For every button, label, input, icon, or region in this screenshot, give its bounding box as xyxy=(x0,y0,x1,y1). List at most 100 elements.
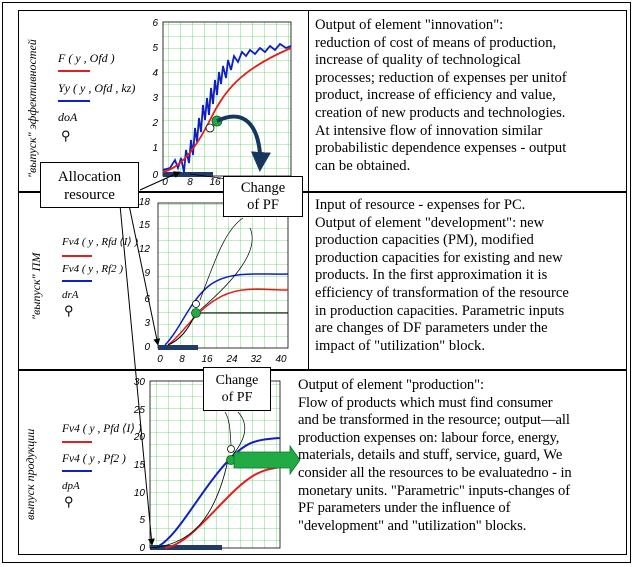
y-tick: 6 xyxy=(152,18,158,29)
chart-development-plot-area xyxy=(157,202,289,349)
y-tick: 20 xyxy=(133,432,146,443)
chart-development-xticks: 0 8 16 24 32 40 xyxy=(157,354,287,365)
change-box-1-line2: of PF xyxy=(247,197,279,213)
legend-label: Fv4 ( y , Pf2 ) xyxy=(61,453,126,465)
desc-line: and be transformed in the resource; outp… xyxy=(298,412,570,429)
connector-line xyxy=(199,227,253,311)
legend-label: dpA xyxy=(62,480,80,492)
chart-development-marker-open xyxy=(192,300,200,308)
description-development-frame xyxy=(308,192,627,370)
allocation-arrow-1 xyxy=(139,171,181,191)
allocation-arrows xyxy=(119,171,236,546)
desc-line: Output of element "development": new xyxy=(315,214,545,231)
y-tick: 6 xyxy=(144,294,150,305)
legend-production: Fv4 ( y , Pfd ⟨I⟩ ) Fv4 ( y , Pf2 ) dpA … xyxy=(23,423,142,520)
y-tick: 3 xyxy=(152,93,158,104)
legend-label: Fv4 ( y , Pfd ⟨I⟩ ) xyxy=(61,423,142,435)
y-tick: 4 xyxy=(152,68,158,79)
connector-line xyxy=(231,411,246,457)
output-arrow-icon xyxy=(233,444,301,476)
legend-label: Fv4 ( y , Rfd ⟨I⟩ ) xyxy=(61,236,138,248)
legend-symbol-icon: ⚲ xyxy=(61,128,71,143)
desc-line: reduction of cost of means of production… xyxy=(315,34,557,51)
legend-label: drA xyxy=(62,289,79,301)
desc-line: monetary units. "Parametric" inputs-chan… xyxy=(298,482,570,499)
y-tick: 1 xyxy=(152,143,158,154)
desc-line: impact of "utilization" block. xyxy=(315,337,485,354)
y-tick: 9 xyxy=(144,268,150,279)
desc-line: can be obtained. xyxy=(315,157,411,174)
description-production: Output of element "production": Flow of … xyxy=(298,377,626,535)
change-box-2-line1: Change xyxy=(215,373,259,388)
legend-label: doA xyxy=(58,110,78,124)
chart-development: 18 15 12 9 6 3 0 0 8 16 24 32 40 xyxy=(139,197,289,365)
desc-line: Output of element "innovation": xyxy=(315,17,504,33)
panel-production-frame xyxy=(18,370,627,555)
x-tick: 0 xyxy=(162,177,168,188)
change-box-2-line2: of PF xyxy=(221,390,253,405)
chart-production-marker-open xyxy=(227,445,235,453)
desc-line: products. In the first approximation it … xyxy=(315,267,548,284)
x-tick: 32 xyxy=(250,354,262,365)
connector-line xyxy=(199,217,244,301)
chart-development-yticks: 18 15 12 9 6 3 0 xyxy=(139,197,151,353)
y-tick: 0 xyxy=(152,170,158,181)
allocation-line2: resource xyxy=(64,187,115,203)
desc-line: in production capacities. Parametric inp… xyxy=(315,302,565,319)
legend-label: F ( y , Ofd ) xyxy=(57,51,115,65)
description-innovation-frame xyxy=(308,10,627,192)
x-tick: 24 xyxy=(225,354,238,365)
desc-line: increase of quality of technological xyxy=(315,52,521,69)
change-box-1-line1: Change xyxy=(240,180,286,196)
y-tick: 0 xyxy=(144,342,150,353)
allocation-line1: Allocation xyxy=(57,169,122,185)
x-tick: 16 xyxy=(201,354,213,365)
desc-line: efficiency of transformation of the reso… xyxy=(315,284,569,301)
allocation-arrow-2 xyxy=(127,199,161,346)
desc-line: Output of element "production": xyxy=(298,377,484,393)
desc-line: are changes of DF parameters under the xyxy=(315,320,548,337)
legend-label: Yy ( y , Ofd , kz) xyxy=(58,81,135,95)
chart-development-resource-bar xyxy=(158,345,198,350)
desc-line: PF parameters under the influence of xyxy=(298,500,511,517)
desc-line: processes; reduction of expenses per uni… xyxy=(315,69,567,86)
description-development: Input of resource - expenses for PC. Out… xyxy=(315,197,625,355)
y-tick: 10 xyxy=(134,488,146,499)
desc-line: "development" and "utilization" blocks. xyxy=(298,517,527,534)
legend-symbol-icon: ⚲ xyxy=(64,303,74,318)
y-tick: 15 xyxy=(139,220,151,231)
desc-line: probabilistic dependence expenses - outp… xyxy=(315,140,567,157)
desc-line: Input of resource - expenses for PC. xyxy=(315,197,526,213)
panel-development-ylabel: "выпуск" ПМ xyxy=(29,252,43,320)
chart-innovation-series-red xyxy=(162,47,292,173)
chart-development-series-blue xyxy=(164,273,289,346)
x-tick: 8 xyxy=(179,354,185,365)
y-tick: 18 xyxy=(139,197,151,208)
panel-innovation-ylabel: "выпуск" эффективностей xyxy=(25,39,39,178)
x-tick: 40 xyxy=(275,354,287,365)
desc-line: consider all the resources to be evaluat… xyxy=(298,464,572,481)
panel-production-ylabel: выпуск продукции xyxy=(23,429,37,520)
desc-line: product, increase of efficiency and valu… xyxy=(315,87,556,104)
y-tick: 5 xyxy=(139,515,145,526)
allocation-arrow-3 xyxy=(119,204,155,546)
chart-innovation-xticks: 0 8 16 xyxy=(162,177,221,188)
chart-production-series-blue xyxy=(154,437,281,549)
y-tick: 30 xyxy=(134,377,146,388)
y-tick: 12 xyxy=(139,244,151,255)
chart-development-marker-green xyxy=(191,308,201,318)
desc-line: production capacities for existing and n… xyxy=(315,249,563,266)
connector-line xyxy=(224,411,232,446)
legend-symbol-icon: ⚲ xyxy=(64,494,74,509)
legend-development: Fv4 ( y , Rfd ⟨I⟩ ) Fv4 ( y , Rf2 ) drA … xyxy=(29,236,138,320)
chart-production-resource-bar xyxy=(150,545,222,550)
chart-innovation-yticks: 6 5 4 3 2 1 0 xyxy=(151,18,158,181)
chart-production-series-red xyxy=(164,466,281,549)
desc-line: production expenses on: labour force, en… xyxy=(298,429,560,446)
y-tick: 3 xyxy=(144,318,150,329)
desc-line: creation of new products and technologie… xyxy=(315,104,566,121)
chart-innovation-arrow xyxy=(216,114,271,172)
desc-line: Flow of products which must find consume… xyxy=(298,394,553,411)
x-tick: 16 xyxy=(209,177,221,188)
y-tick: 5 xyxy=(152,43,158,54)
